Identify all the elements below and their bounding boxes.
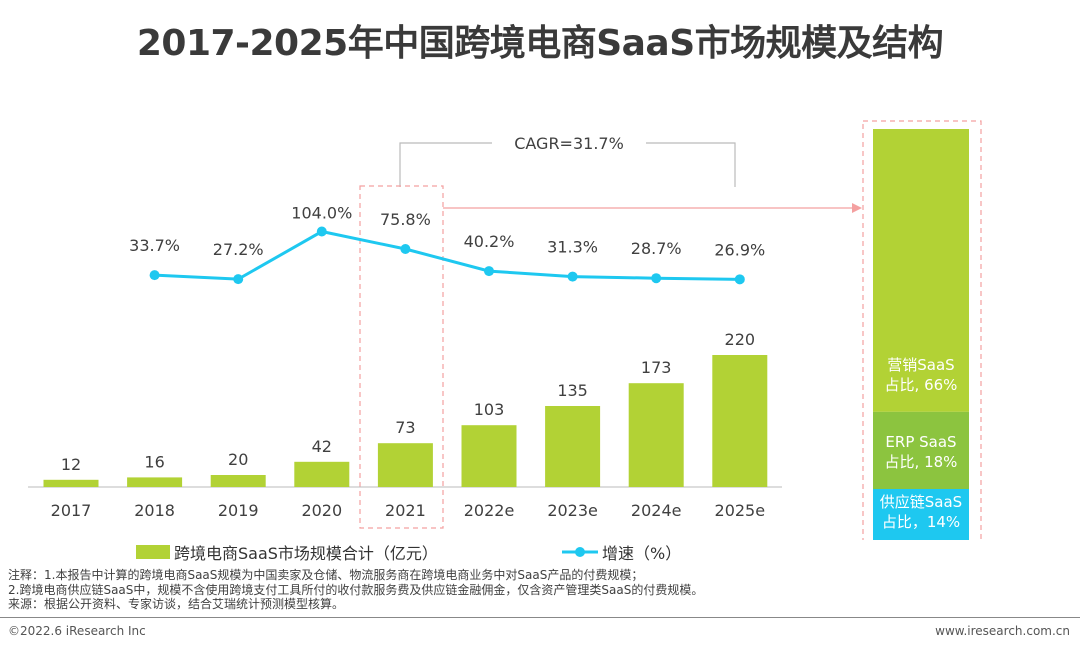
source-note: 来源：根据公开资料、专家访谈，结合艾瑞统计预测模型核算。: [8, 597, 345, 611]
x-tick-2021: 2021: [385, 501, 426, 520]
stack-label-2-line1: 供应链SaaS: [880, 493, 962, 511]
x-tick-2025e: 2025e: [715, 501, 766, 520]
legend: 跨境电商SaaS市场规模合计（亿元） 增速（%）: [0, 540, 1080, 564]
legend-item-bar: 跨境电商SaaS市场规模合计（亿元）: [136, 540, 438, 564]
bar-label-2017: 12: [61, 455, 81, 474]
growth-point-2021: [400, 244, 411, 255]
stack-label-1-line2: 占比, 18%: [885, 453, 958, 471]
growth-label-2025e: 26.9%: [714, 240, 765, 259]
growth-point-2022e: [484, 266, 494, 277]
x-tick-2018: 2018: [134, 501, 175, 520]
growth-line: [154, 229, 740, 281]
chart: CAGR=31.7% 12 2017 16 2018 20 2019 42 2020 73 202…: [28, 120, 982, 540]
growth-label-2018: 33.7%: [129, 236, 180, 255]
stack-label-2-line2: 占比，14%: [882, 513, 960, 531]
bar-2020: [294, 461, 350, 487]
legend-swatch-bar: [136, 545, 170, 559]
legend-item-line: 增速（%）: [562, 540, 681, 564]
page-title: 2017-2025年中国跨境电商SaaS市场规模及结构: [136, 23, 944, 64]
bar-label-2022e: 103: [474, 400, 505, 419]
growth-label-2020: 104.0%: [291, 204, 352, 223]
cagr-label: CAGR=31.7%: [514, 134, 624, 153]
bar-2022e: [461, 425, 517, 487]
growth-label-2023e: 31.3%: [547, 238, 598, 257]
x-tick-2020: 2020: [301, 501, 342, 520]
note-2: 2.跨境电商供应链SaaS中，规模不含使用跨境支付工具所付的收付款服务费及供应链…: [8, 582, 704, 597]
legend-line-marker-icon: [562, 547, 598, 557]
growth-point-2023e: [567, 271, 578, 282]
legend-label-line: 增速（%）: [602, 544, 682, 563]
copyright: ©2022.6 iResearch Inc: [8, 624, 146, 638]
structure-box: [862, 120, 982, 540]
bar-2019: [210, 475, 266, 487]
growth-label-2021: 75.8%: [380, 210, 431, 229]
legend-label-bar: 跨境电商SaaS市场规模合计（亿元）: [174, 544, 438, 563]
cagr-bracket-left: [399, 142, 492, 187]
notes: 注释：1.本报告中计算的跨境电商SaaS规模为中国卖家及仓储、物流服务商在跨境电…: [8, 568, 703, 612]
bar-2018: [127, 477, 183, 487]
bar-label-2020: 42: [312, 437, 332, 456]
bar-2025e: [712, 355, 768, 487]
x-tick-2019: 2019: [218, 501, 259, 520]
highlight-box-2021: [359, 185, 444, 529]
bar-label-2018: 16: [144, 452, 164, 471]
growth-label-2019: 27.2%: [213, 240, 264, 259]
growth-point-2020: [316, 226, 327, 237]
growth-point-2019: [233, 274, 244, 285]
growth-point-2025e: [734, 274, 745, 285]
footer-divider: [0, 617, 1080, 618]
bar-2021: [377, 443, 433, 487]
x-tick-2023e: 2023e: [547, 501, 598, 520]
arrow-head: [852, 203, 862, 213]
growth-label-2022e: 40.2%: [464, 232, 515, 251]
stack-segment-0: [873, 129, 969, 412]
growth-label-2024e: 28.7%: [631, 239, 682, 258]
bar-label-2025e: 220: [725, 330, 756, 349]
x-tick-2022e: 2022e: [464, 501, 515, 520]
x-tick-2017: 2017: [51, 501, 92, 520]
stack-segment-2: [873, 489, 969, 540]
cagr-bracket-right: [646, 142, 736, 187]
website-link[interactable]: www.iresearch.com.cn: [935, 624, 1070, 638]
bar-2017: [43, 479, 99, 487]
x-tick-2024e: 2024e: [631, 501, 682, 520]
growth-point-2018: [149, 270, 160, 281]
note-1: 注释：1.本报告中计算的跨境电商SaaS规模为中国卖家及仓储、物流服务商在跨境电…: [8, 568, 644, 582]
stack-label-1-line1: ERP SaaS: [885, 433, 956, 451]
growth-point-2024e: [651, 273, 662, 284]
bar-2024e: [628, 383, 684, 487]
stack-label-0-line2: 占比, 66%: [885, 376, 958, 394]
bar-label-2019: 20: [228, 450, 248, 469]
stack-label-0-line1: 营销SaaS: [887, 356, 954, 374]
bar-label-2023e: 135: [557, 381, 588, 400]
bar-label-2024e: 173: [641, 358, 672, 377]
bar-2023e: [545, 406, 601, 487]
bar-label-2021: 73: [395, 418, 415, 437]
stack-segment-1: [873, 411, 969, 489]
